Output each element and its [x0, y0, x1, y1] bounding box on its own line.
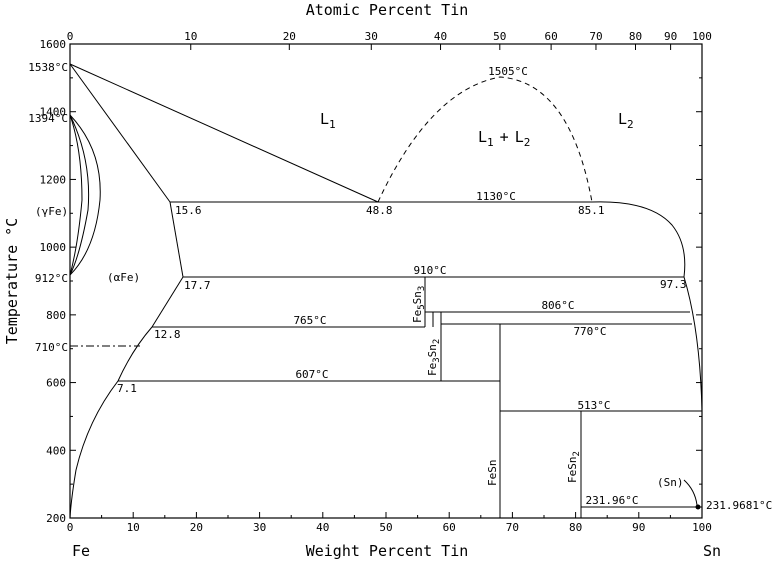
right-element-label: Sn	[703, 542, 721, 560]
bottom-tick-label: 80	[569, 521, 582, 534]
alpha-solvus-mid	[151, 276, 184, 328]
gamma-loop-mid	[69, 114, 83, 276]
top-tick-label: 10	[184, 30, 197, 43]
label-1505: 1505°C	[488, 65, 528, 78]
top-tick-label: 20	[283, 30, 296, 43]
y-tick-label: 1400	[40, 106, 67, 119]
liquidus-line-left	[69, 63, 379, 203]
y-tick-label: 1200	[40, 173, 67, 186]
phase-L1-L2: L1 + L2	[478, 128, 530, 149]
plot-frame	[69, 43, 703, 519]
left-element-label: Fe	[72, 542, 90, 560]
phase-L1: L1	[320, 110, 336, 131]
label-910: 910°C	[413, 264, 446, 277]
y-tick-label: 400	[46, 444, 66, 457]
label-912: 912°C	[35, 272, 68, 285]
top-tick-label: 70	[589, 30, 602, 43]
bottom-tick-label: 70	[506, 521, 519, 534]
label-231-9681: 231.9681°C	[706, 499, 772, 512]
comp-17-7: 17.7	[184, 279, 211, 292]
top-tick-label: 90	[664, 30, 677, 43]
compound-fe5sn3: Fe5Sn3	[411, 286, 427, 323]
sn-phase-pointer	[683, 479, 698, 506]
gamma-loop-outer	[69, 114, 101, 276]
comp-48-8: 48.8	[366, 204, 393, 217]
top-tick-label: 40	[434, 30, 447, 43]
alpha-solvus-lower	[117, 326, 153, 382]
label-710: 710°C	[35, 341, 68, 354]
label-806: 806°C	[541, 299, 574, 312]
y-tick-label: 1000	[40, 241, 67, 254]
label-770: 770°C	[573, 325, 606, 338]
bottom-tick-label: 90	[632, 521, 645, 534]
bottom-axis-ticks: 0 10 20 30 40 50 60 70 80 90 100	[67, 512, 712, 534]
liquidus-line-right	[591, 201, 686, 278]
liquidus-line-sn-side	[683, 276, 703, 412]
top-tick-label: 100	[692, 30, 712, 43]
bottom-tick-label: 30	[253, 521, 266, 534]
bottom-tick-label: 20	[190, 521, 203, 534]
comp-85-1: 85.1	[578, 204, 605, 217]
gamma-loop-inner	[69, 114, 90, 276]
liquidus-gamma-boundary	[69, 63, 171, 203]
comp-12-8: 12.8	[154, 328, 181, 341]
comp-97-3: 97.3	[660, 278, 687, 291]
compound-fesn: FeSn	[486, 460, 499, 487]
bottom-tick-label: 100	[692, 521, 712, 534]
compound-fe3sn2: Fe3Sn2	[426, 339, 442, 376]
comp-7-1: 7.1	[117, 382, 137, 395]
top-tick-label: 0	[67, 30, 74, 43]
top-tick-label: 30	[365, 30, 378, 43]
y-axis-title: Temperature °C	[3, 218, 21, 344]
alpha-solvus-upper	[169, 201, 184, 278]
compound-fesn2: FeSn2	[566, 451, 582, 483]
alpha-solvus-bottom	[69, 380, 119, 519]
comp-15-6: 15.6	[175, 204, 202, 217]
label-607: 607°C	[295, 368, 328, 381]
bottom-tick-label: 60	[443, 521, 456, 534]
y-tick-label: 600	[46, 377, 66, 390]
label-1538: 1538°C	[28, 61, 68, 74]
label-1130: 1130°C	[476, 190, 516, 203]
phase-alpha-fe: (αFe)	[107, 271, 140, 284]
y-tick-label: 1600	[40, 38, 67, 51]
label-1394: 1394°C	[28, 112, 68, 125]
bottom-tick-label: 40	[316, 521, 329, 534]
top-axis-title: Atomic Percent Tin	[306, 1, 469, 19]
miscibility-gap-dome	[377, 76, 593, 203]
phase-sn: (Sn)	[657, 476, 684, 489]
label-231-96: 231.96°C	[586, 494, 639, 507]
y-axis-ticks: 200 400 600 800 1000 1200 1400 1600	[40, 38, 702, 525]
label-765: 765°C	[293, 314, 326, 327]
label-513: 513°C	[577, 399, 610, 412]
bottom-tick-label: 0	[67, 521, 74, 534]
y-tick-label: 200	[46, 512, 66, 525]
top-tick-label: 50	[493, 30, 506, 43]
sn-melting-point-marker	[695, 504, 701, 510]
y-tick-label: 800	[46, 309, 66, 322]
top-tick-label: 60	[544, 30, 557, 43]
phase-gamma-fe: (γFe)	[35, 205, 68, 218]
top-tick-label: 80	[629, 30, 642, 43]
top-axis-ticks: 0 10 20 30 40 50 60 70 80 90 100	[67, 30, 712, 50]
phase-L2: L2	[618, 110, 634, 131]
bottom-axis-title: Weight Percent Tin	[306, 542, 469, 560]
bottom-tick-label: 50	[379, 521, 392, 534]
bottom-tick-label: 10	[127, 521, 140, 534]
